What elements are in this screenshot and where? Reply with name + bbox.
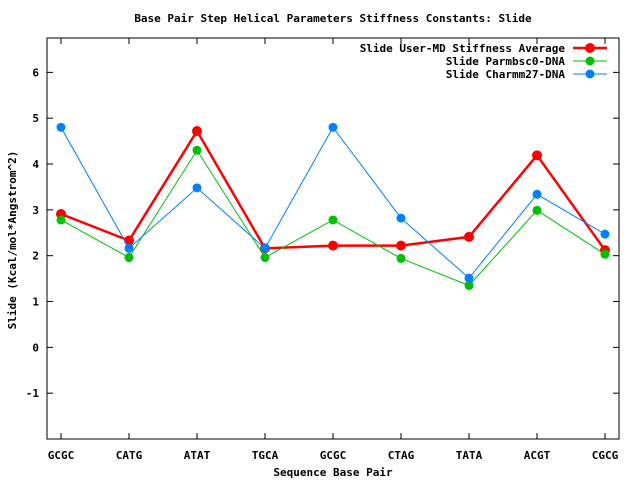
data-point [328,215,338,225]
y-axis-label: Slide (Kcal/mol*Angstrom^2) [6,151,19,330]
chart-title: Base Pair Step Helical Parameters Stiffn… [134,12,532,25]
data-point [396,240,406,251]
data-point [192,183,202,193]
data-point [532,150,542,161]
data-point [56,122,66,132]
data-point [260,243,270,253]
x-tick-label: GCGC [320,449,347,462]
y-tick-label: 5 [32,112,39,125]
x-axis: GCGC CATG ATAT TGCA GCGC CTAG TATA ACGT CGCG [48,38,619,462]
y-tick-label: -1 [26,387,40,400]
series-line [60,128,607,251]
x-tick-label: ATAT [184,449,211,462]
data-point [260,253,270,263]
y-axis: -1 0 1 2 3 4 5 6 [26,66,619,400]
series-2 [56,145,610,290]
series-layer [56,122,610,290]
data-point [328,122,338,132]
x-tick-label: TGCA [252,449,279,462]
y-tick-label: 2 [32,250,39,263]
data-point [56,215,66,225]
y-tick-label: 6 [32,66,39,79]
series-3 [56,122,610,283]
y-tick-label: 3 [32,204,39,217]
x-tick-label: TATA [456,449,483,462]
data-point [192,145,202,155]
data-point [124,243,134,253]
data-point [600,249,610,259]
data-point [532,189,542,199]
x-tick-label: ACGT [524,449,551,462]
data-point [532,205,542,215]
y-tick-label: 4 [32,158,39,171]
legend-marker [585,56,595,66]
x-tick-label: CGCG [592,449,619,462]
data-point [124,253,134,263]
data-point [396,213,406,223]
data-point [396,253,406,263]
legend-marker [585,43,595,53]
y-tick-label: 0 [32,341,39,354]
x-tick-label: CTAG [388,449,415,462]
data-point [192,126,202,137]
data-point [464,273,474,283]
x-axis-label: Sequence Base Pair [273,466,393,479]
data-point [464,280,474,290]
legend-label: Slide Parmbsc0-DNA [446,55,566,68]
data-point [464,231,474,242]
x-tick-label: CATG [116,449,143,462]
legend-marker [585,69,595,79]
legend-label: Slide Charmm27-DNA [446,68,566,81]
x-tick-label: GCGC [48,449,75,462]
data-point [600,229,610,239]
y-tick-label: 1 [32,296,39,309]
series-1 [56,126,610,256]
data-point [328,240,338,251]
series-line [60,126,606,279]
legend-label: Slide User-MD Stiffness Average [360,42,566,55]
